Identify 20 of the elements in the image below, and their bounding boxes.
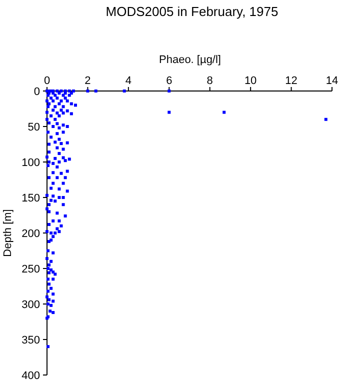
y-tick-label: 0 xyxy=(34,86,40,98)
y-tick-label: 250 xyxy=(22,264,40,276)
x-tick-label: 4 xyxy=(125,75,132,87)
y-tick-label: 300 xyxy=(22,299,40,311)
y-tick-label: 400 xyxy=(22,370,40,382)
y-tick-label: 50 xyxy=(28,122,40,134)
x-tick-label: 2 xyxy=(84,75,91,87)
x-tick-label: 10 xyxy=(244,75,257,87)
x-axis-title: Phaeo. [µg/l] xyxy=(159,54,221,66)
y-tick-label: 100 xyxy=(22,157,40,169)
x-tick-label: 8 xyxy=(206,75,213,87)
x-tick-label: 6 xyxy=(166,75,172,87)
x-tick-label: 14 xyxy=(326,75,338,87)
y-tick-label: 150 xyxy=(22,192,40,204)
y-tick-label: 200 xyxy=(22,228,40,240)
chart-title: MODS2005 in February, 1975 xyxy=(106,4,278,19)
y-axis-title: Depth [m] xyxy=(2,209,14,257)
x-tick-label: 12 xyxy=(285,75,298,87)
y-tick-label: 350 xyxy=(22,334,40,346)
x-tick-label: 0 xyxy=(44,75,50,87)
